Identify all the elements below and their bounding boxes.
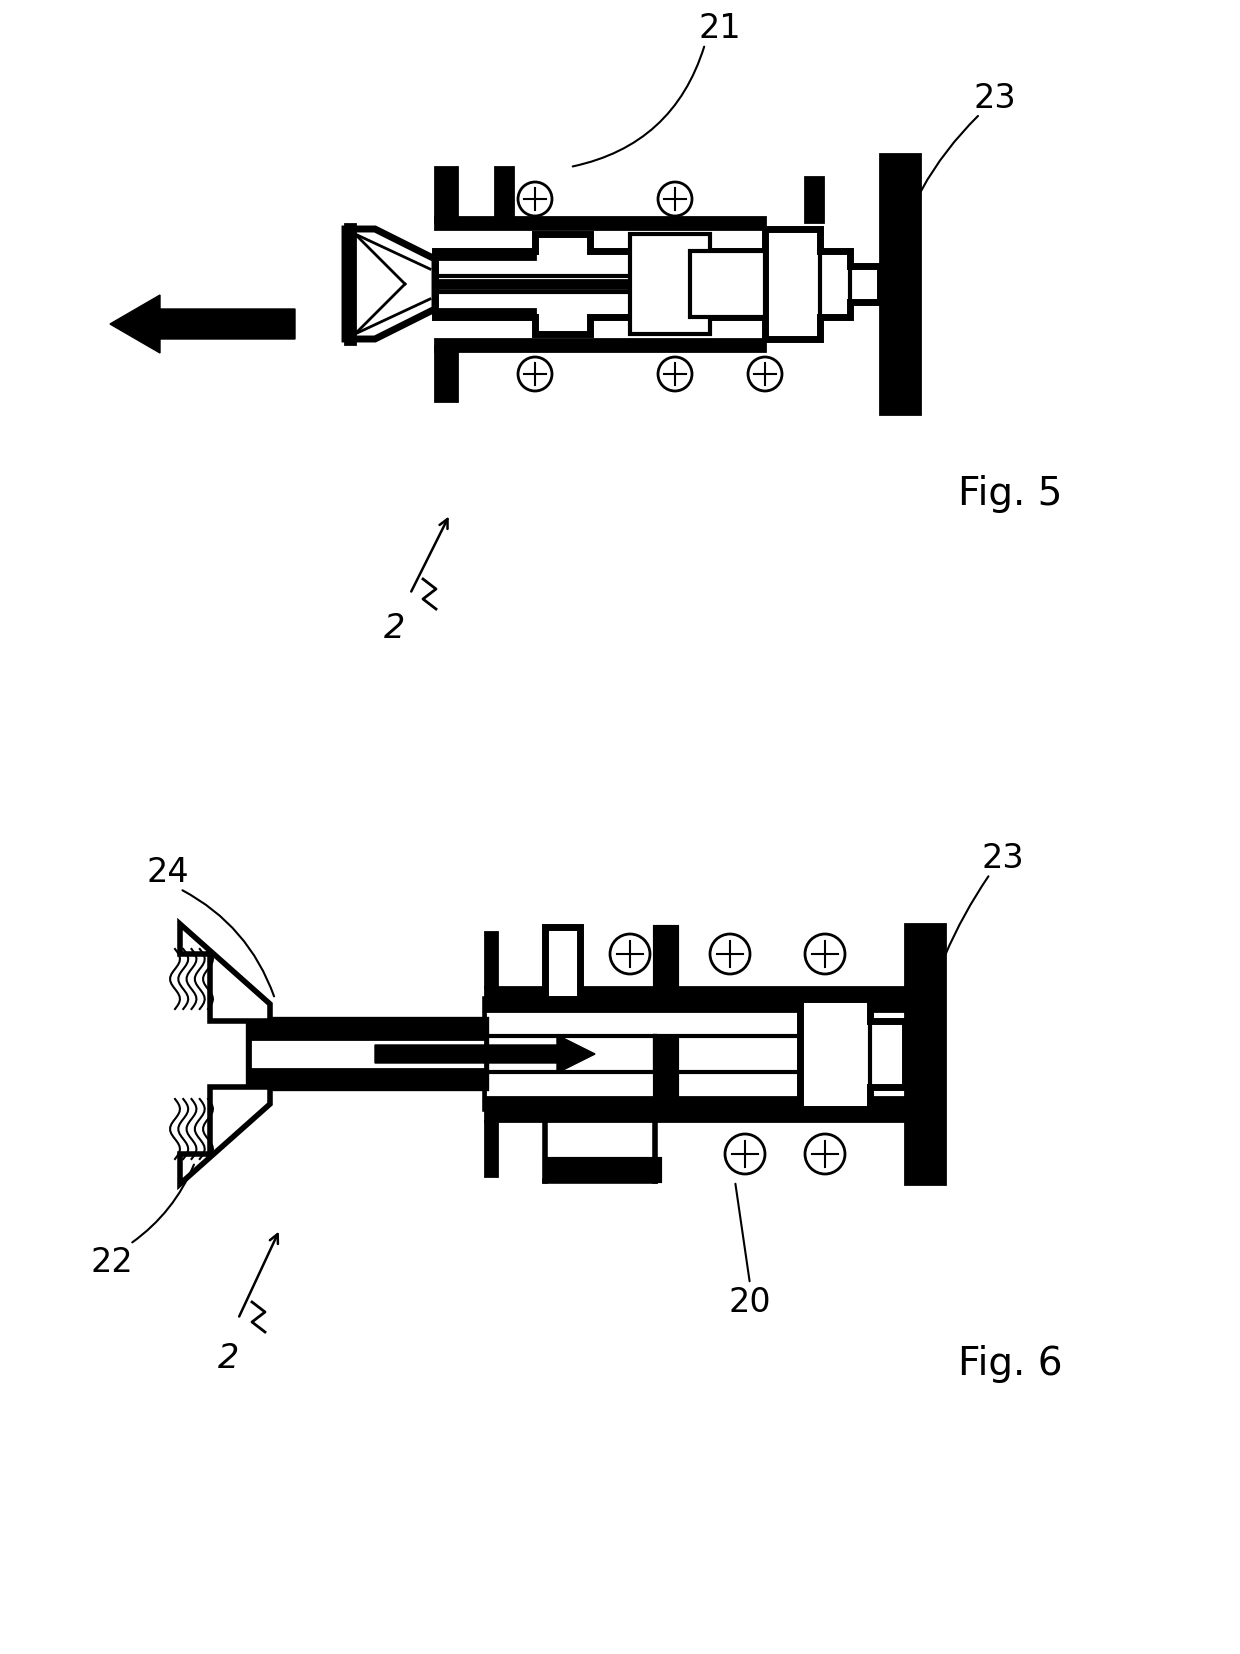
- Circle shape: [711, 935, 750, 974]
- Text: 23: 23: [973, 83, 1017, 116]
- Polygon shape: [180, 1087, 270, 1184]
- Bar: [435, 280, 765, 288]
- Bar: [485, 987, 905, 999]
- Text: Fig. 6: Fig. 6: [957, 1345, 1063, 1383]
- Circle shape: [725, 1135, 765, 1174]
- Bar: [485, 999, 497, 1108]
- Polygon shape: [546, 926, 580, 999]
- Text: 23: 23: [982, 842, 1024, 875]
- Bar: [655, 926, 677, 999]
- Polygon shape: [800, 999, 905, 1108]
- Bar: [435, 251, 534, 260]
- Circle shape: [748, 357, 782, 390]
- Bar: [485, 1097, 905, 1108]
- Circle shape: [805, 1135, 844, 1174]
- Polygon shape: [765, 228, 880, 339]
- Bar: [435, 167, 458, 222]
- Bar: [546, 926, 567, 987]
- FancyArrow shape: [110, 294, 295, 352]
- Bar: [546, 1159, 660, 1181]
- Bar: [250, 1021, 485, 1039]
- Polygon shape: [345, 228, 435, 339]
- Bar: [485, 999, 905, 1011]
- Bar: [435, 217, 765, 228]
- Bar: [630, 233, 711, 334]
- Text: 22: 22: [91, 1245, 134, 1279]
- Bar: [905, 925, 945, 1184]
- Bar: [250, 1068, 485, 1087]
- Circle shape: [518, 357, 552, 390]
- Circle shape: [610, 935, 650, 974]
- Bar: [880, 154, 920, 414]
- Circle shape: [658, 182, 692, 217]
- Text: 20: 20: [729, 1285, 771, 1318]
- Text: Fig. 5: Fig. 5: [957, 475, 1063, 513]
- Bar: [689, 251, 765, 318]
- Bar: [435, 346, 458, 400]
- Bar: [345, 223, 355, 344]
- Circle shape: [805, 935, 844, 974]
- Bar: [485, 1121, 497, 1176]
- Bar: [485, 1108, 905, 1121]
- Bar: [495, 167, 513, 222]
- Circle shape: [518, 182, 552, 217]
- Text: 24: 24: [146, 855, 190, 888]
- Bar: [485, 1011, 905, 1097]
- Bar: [485, 931, 497, 987]
- Bar: [250, 1035, 485, 1072]
- Polygon shape: [250, 1021, 485, 1087]
- Circle shape: [658, 357, 692, 390]
- Text: 2: 2: [217, 1343, 238, 1376]
- Bar: [435, 309, 534, 318]
- Text: 21: 21: [698, 13, 742, 46]
- Bar: [435, 339, 765, 351]
- Text: 2: 2: [384, 612, 405, 645]
- Bar: [805, 177, 823, 222]
- Polygon shape: [435, 233, 765, 334]
- Polygon shape: [180, 925, 270, 1021]
- Bar: [546, 926, 567, 999]
- Bar: [655, 1037, 677, 1108]
- FancyArrow shape: [374, 1035, 595, 1073]
